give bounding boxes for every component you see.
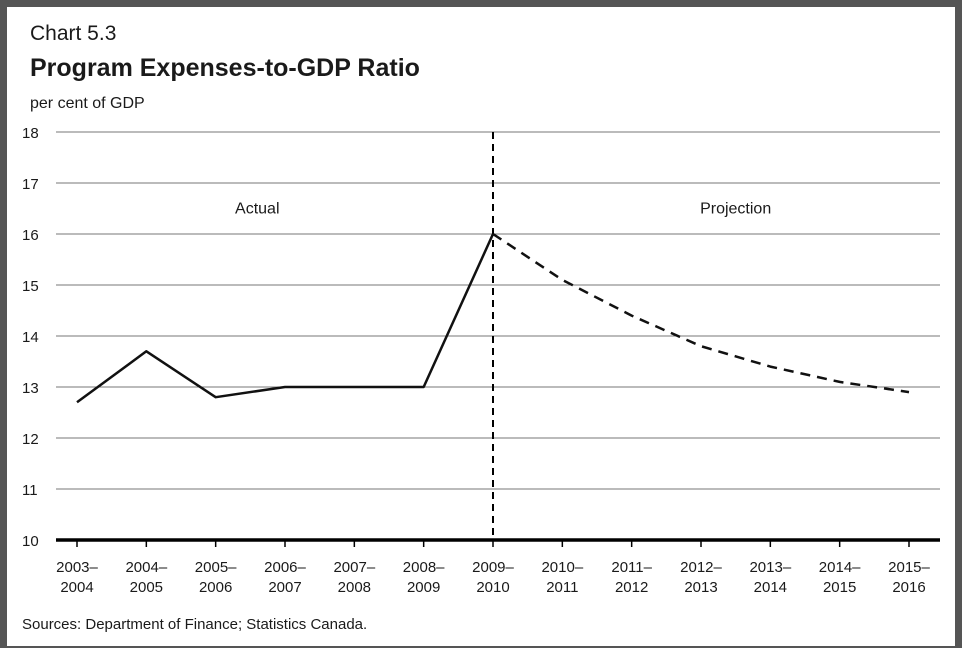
y-tick-label: 14 — [22, 329, 39, 346]
gridlines — [56, 131, 940, 542]
projection-series-line — [492, 232, 910, 394]
x-tick-label: 2015– — [888, 559, 930, 576]
x-tick-label: 2008 — [338, 579, 371, 596]
x-tick-label: 2014– — [819, 559, 861, 576]
x-tick-label: 2016 — [892, 579, 925, 596]
x-tick-label: 2006– — [264, 559, 306, 576]
x-tick-label: 2010 — [476, 579, 509, 596]
y-tick-labels: 10 11 12 13 14 15 16 17 18 — [22, 125, 39, 550]
y-tick-label: 18 — [22, 125, 39, 142]
x-tick-label: 2013– — [749, 559, 791, 576]
y-tick-label: 12 — [22, 431, 39, 448]
chart-number: Chart 5.3 — [30, 22, 117, 45]
y-tick-label: 11 — [22, 482, 38, 499]
x-tick-label: 2009 — [407, 579, 440, 596]
y-tick-label: 10 — [22, 533, 39, 550]
x-tick-label: 2004– — [125, 559, 167, 576]
y-tick-label: 17 — [22, 176, 39, 193]
chart-title: Program Expenses-to-GDP Ratio — [30, 54, 420, 82]
x-tick-label: 2011– — [611, 559, 652, 576]
actual-series-line — [76, 233, 495, 404]
x-tick-label: 2012 — [615, 579, 648, 596]
source-note: Sources: Department of Finance; Statisti… — [22, 616, 368, 633]
x-tick-label: 2007 — [268, 579, 301, 596]
y-tick-label: 15 — [22, 278, 39, 295]
series-lines — [76, 232, 910, 404]
x-tick-label: 2007– — [333, 559, 375, 576]
y-tick-label: 13 — [22, 380, 39, 397]
annotations: Actual Projection — [235, 201, 771, 218]
x-tick-label: 2006 — [199, 579, 232, 596]
annotation-label: Projection — [700, 201, 771, 218]
x-tick-label: 2012– — [680, 559, 722, 576]
x-tick-label: 2015 — [823, 579, 856, 596]
y-tick-label: 16 — [22, 227, 39, 244]
x-tick-label: 2003– — [56, 559, 98, 576]
x-tick-label: 2005 — [130, 579, 163, 596]
x-tick-label: 2005– — [195, 559, 237, 576]
x-tick-label: 2004 — [60, 579, 93, 596]
annotation-label: Actual — [235, 201, 279, 218]
x-tick-label: 2011 — [546, 579, 578, 596]
x-tick-label: 2009– — [472, 559, 514, 576]
x-tick-labels: 2003– 2004 2004– 2005 2005– 2006 2006– 2007 2007… — [56, 540, 931, 596]
x-tick-label: 2010– — [541, 559, 583, 576]
x-tick-label: 2014 — [754, 579, 787, 596]
x-tick-label: 2008– — [403, 559, 445, 576]
y-axis-unit-label: per cent of GDP — [30, 95, 145, 112]
x-tick-label: 2013 — [684, 579, 717, 596]
